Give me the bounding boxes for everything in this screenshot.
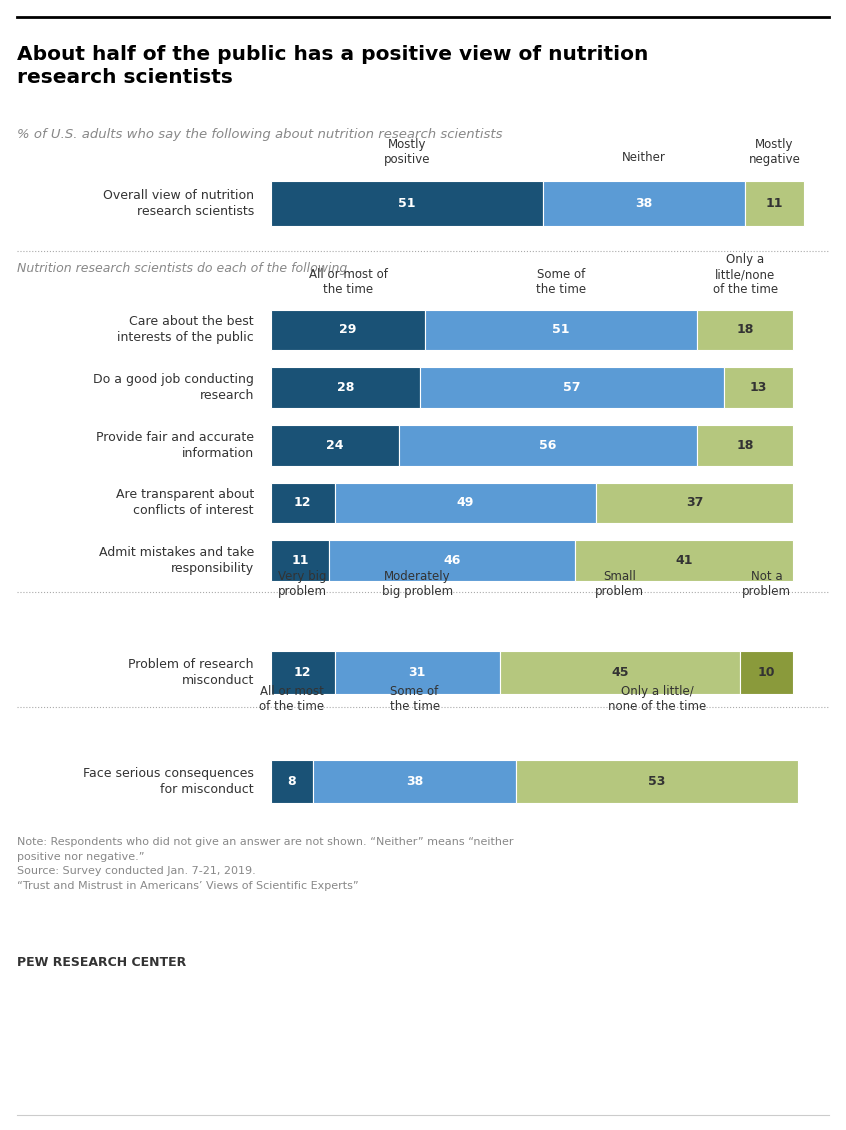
- FancyBboxPatch shape: [697, 425, 793, 466]
- FancyBboxPatch shape: [329, 540, 574, 581]
- FancyBboxPatch shape: [335, 651, 500, 694]
- Text: Only a
little/none
of the time: Only a little/none of the time: [712, 253, 777, 296]
- Text: All or most of
the time: All or most of the time: [309, 268, 387, 296]
- Text: 8: 8: [288, 775, 296, 789]
- FancyBboxPatch shape: [420, 367, 724, 408]
- Text: 18: 18: [736, 323, 754, 337]
- Text: Note: Respondents who did not give an answer are not shown. “Neither” means “nei: Note: Respondents who did not give an an…: [17, 837, 514, 890]
- FancyBboxPatch shape: [739, 651, 793, 694]
- Text: 29: 29: [339, 323, 357, 337]
- FancyBboxPatch shape: [596, 483, 793, 523]
- FancyBboxPatch shape: [271, 483, 335, 523]
- FancyBboxPatch shape: [500, 651, 739, 694]
- Text: Very big
problem: Very big problem: [278, 570, 327, 598]
- Text: Moderately
big problem: Moderately big problem: [382, 570, 453, 598]
- FancyBboxPatch shape: [724, 367, 793, 408]
- FancyBboxPatch shape: [271, 651, 335, 694]
- Text: 10: 10: [758, 666, 775, 679]
- Text: 11: 11: [291, 554, 309, 567]
- Text: 37: 37: [686, 496, 703, 510]
- FancyBboxPatch shape: [516, 760, 799, 803]
- FancyBboxPatch shape: [271, 181, 542, 226]
- FancyBboxPatch shape: [271, 760, 313, 803]
- Text: Not a
problem: Not a problem: [742, 570, 791, 598]
- Text: 12: 12: [294, 496, 311, 510]
- FancyBboxPatch shape: [398, 425, 697, 466]
- FancyBboxPatch shape: [271, 367, 420, 408]
- Text: Problem of research
misconduct: Problem of research misconduct: [129, 658, 254, 687]
- Text: 13: 13: [750, 381, 767, 394]
- Text: Face serious consequences
for misconduct: Face serious consequences for misconduct: [83, 767, 254, 797]
- Text: All or most
of the time: All or most of the time: [260, 685, 325, 713]
- FancyBboxPatch shape: [335, 483, 596, 523]
- Text: Are transparent about
conflicts of interest: Are transparent about conflicts of inter…: [116, 488, 254, 518]
- FancyBboxPatch shape: [574, 540, 793, 581]
- Text: Only a little/
none of the time: Only a little/ none of the time: [608, 685, 706, 713]
- Text: 18: 18: [736, 438, 754, 452]
- Text: Mostly
negative: Mostly negative: [749, 138, 800, 166]
- Text: 38: 38: [406, 775, 423, 789]
- Text: 38: 38: [635, 197, 652, 210]
- FancyBboxPatch shape: [542, 181, 745, 226]
- Text: 56: 56: [539, 438, 557, 452]
- Text: Admit mistakes and take
responsibility: Admit mistakes and take responsibility: [98, 546, 254, 575]
- Text: 28: 28: [337, 381, 354, 394]
- Text: About half of the public has a positive view of nutrition
research scientists: About half of the public has a positive …: [17, 45, 648, 87]
- Text: Small
problem: Small problem: [596, 570, 645, 598]
- Text: Do a good job conducting
research: Do a good job conducting research: [93, 373, 254, 402]
- Text: 45: 45: [611, 666, 629, 679]
- Text: Some of
the time: Some of the time: [389, 685, 440, 713]
- Text: Mostly
positive: Mostly positive: [383, 138, 430, 166]
- Text: PEW RESEARCH CENTER: PEW RESEARCH CENTER: [17, 956, 186, 970]
- FancyBboxPatch shape: [271, 540, 329, 581]
- FancyBboxPatch shape: [426, 310, 697, 350]
- Text: Nutrition research scientists do each of the following ...: Nutrition research scientists do each of…: [17, 262, 363, 276]
- Text: Neither: Neither: [622, 150, 666, 164]
- Text: 51: 51: [398, 197, 415, 210]
- Text: % of U.S. adults who say the following about nutrition research scientists: % of U.S. adults who say the following a…: [17, 128, 503, 141]
- Text: 53: 53: [648, 775, 666, 789]
- FancyBboxPatch shape: [313, 760, 516, 803]
- Text: 57: 57: [563, 381, 580, 394]
- Text: 46: 46: [443, 554, 460, 567]
- Text: Some of
the time: Some of the time: [536, 268, 586, 296]
- Text: Care about the best
interests of the public: Care about the best interests of the pub…: [117, 315, 254, 345]
- Text: Overall view of nutrition
research scientists: Overall view of nutrition research scien…: [103, 189, 254, 218]
- Text: 41: 41: [675, 554, 693, 567]
- FancyBboxPatch shape: [271, 310, 426, 350]
- Text: 11: 11: [766, 197, 783, 210]
- Text: 12: 12: [294, 666, 311, 679]
- FancyBboxPatch shape: [697, 310, 793, 350]
- FancyBboxPatch shape: [745, 181, 804, 226]
- FancyBboxPatch shape: [271, 425, 398, 466]
- Text: 31: 31: [409, 666, 426, 679]
- Text: 49: 49: [457, 496, 474, 510]
- Text: 51: 51: [552, 323, 570, 337]
- Text: 24: 24: [326, 438, 343, 452]
- Text: Provide fair and accurate
information: Provide fair and accurate information: [96, 431, 254, 460]
